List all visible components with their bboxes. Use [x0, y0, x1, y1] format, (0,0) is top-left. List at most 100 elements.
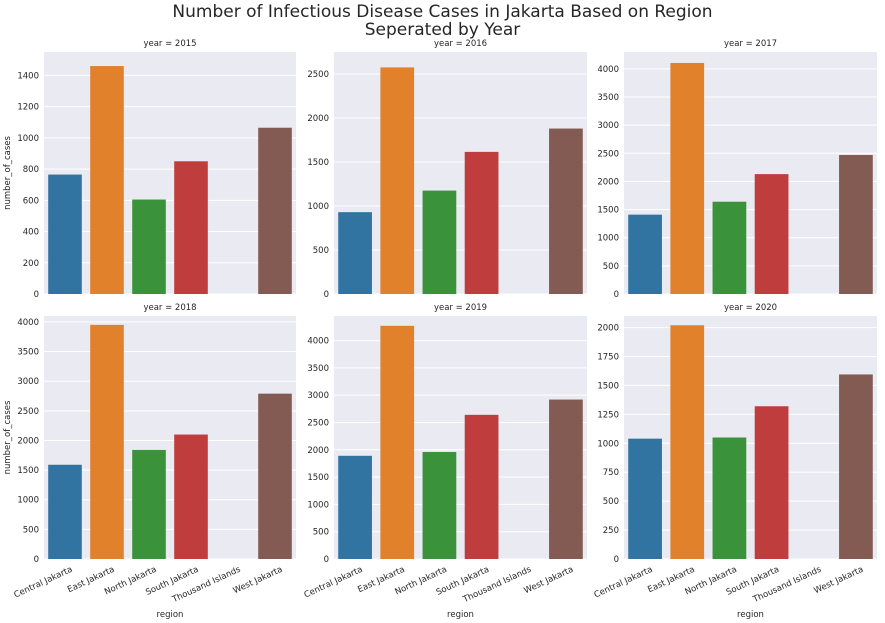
bar: [839, 374, 873, 559]
y-tick-label: 400: [23, 228, 39, 238]
y-tick-label: 2000: [597, 177, 619, 187]
bar: [754, 174, 789, 294]
facet-panel: 0 250 500 750 1000 1250 1500 1750 2000 year = 202…: [593, 303, 877, 620]
y-tick-label: 0: [614, 555, 619, 565]
bar: [464, 414, 499, 559]
plot-background: [624, 52, 877, 294]
y-tick-label: 0: [34, 555, 39, 565]
x-axis-label: region: [157, 610, 184, 620]
facet-title: year = 2018: [143, 303, 196, 313]
y-tick-label: 3500: [17, 348, 39, 358]
bar: [48, 174, 82, 294]
facet-panel: 0 200 400 600 800 1000 1200 1400 year = 2015 numb…: [3, 39, 296, 300]
y-tick-label: 1750: [597, 353, 619, 363]
y-tick-label: 3000: [307, 391, 329, 401]
y-tick-label: 250: [603, 526, 619, 536]
plot-background: [334, 316, 587, 559]
y-tick-label: 1000: [17, 496, 39, 506]
bar: [549, 399, 583, 559]
facet-panel: 0 500 1000 1500 2000 2500 3000 3500 4000 year = 2…: [3, 303, 296, 620]
y-tick-label: 600: [23, 196, 39, 206]
plot-background: [44, 52, 296, 294]
bar: [670, 62, 705, 294]
y-tick-label: 1000: [17, 134, 39, 144]
y-tick-label: 2500: [307, 70, 329, 80]
y-tick-label: 1000: [597, 234, 619, 244]
bar: [839, 154, 873, 294]
bar: [90, 324, 124, 559]
y-tick-label: 2000: [307, 446, 329, 456]
y-axis-label: number_of_cases: [3, 400, 13, 474]
bar: [670, 325, 705, 559]
x-axis-label: region: [447, 610, 474, 620]
bar: [258, 127, 292, 294]
y-tick-label: 3500: [597, 93, 619, 103]
y-tick-label: 1250: [597, 410, 619, 420]
y-axis-label: number_of_cases: [3, 136, 13, 210]
y-tick-label: 2500: [597, 149, 619, 159]
y-tick-label: 1200: [17, 103, 39, 113]
y-tick-label: 3000: [17, 377, 39, 387]
facet-title: year = 2016: [434, 39, 487, 49]
y-tick-label: 2000: [307, 114, 329, 124]
facet-title: year = 2017: [724, 39, 777, 49]
x-tick-label: Central Jakarta: [13, 565, 75, 601]
y-tick-label: 0: [324, 290, 329, 300]
bar: [380, 325, 415, 559]
facet-panel: 0 500 1000 1500 2000 2500 3000 3500 4000 year = 2…: [597, 39, 877, 300]
y-tick-label: 500: [313, 246, 329, 256]
y-tick-label: 500: [603, 497, 619, 507]
facet-panel: 0 500 1000 1500 2000 2500 year = 2016: [307, 39, 587, 300]
y-tick-label: 1500: [307, 158, 329, 168]
y-tick-label: 1000: [597, 439, 619, 449]
x-tick-label: Thousand Islands: [170, 564, 243, 605]
plot-background: [44, 316, 296, 559]
y-tick-label: 0: [614, 290, 619, 300]
y-tick-label: 4000: [17, 318, 39, 328]
y-tick-label: 750: [603, 468, 619, 478]
bar: [258, 393, 292, 559]
bar: [549, 128, 583, 294]
bar: [628, 214, 662, 294]
y-tick-label: 0: [324, 555, 329, 565]
facet-title: year = 2015: [143, 39, 196, 49]
bar: [712, 437, 747, 559]
bar: [628, 438, 662, 559]
bar: [90, 66, 124, 295]
y-tick-label: 4000: [597, 65, 619, 75]
bar: [48, 464, 82, 559]
y-tick-label: 500: [313, 528, 329, 538]
y-tick-label: 800: [23, 165, 39, 175]
bar: [380, 67, 415, 295]
chart-subtitle: Seperated by Year: [364, 20, 521, 40]
x-tick-label: Central Jakarta: [593, 565, 655, 601]
y-tick-label: 500: [603, 262, 619, 272]
bar: [754, 406, 789, 559]
y-tick-label: 2500: [17, 407, 39, 417]
bar: [422, 190, 457, 294]
bar: [132, 449, 166, 559]
y-tick-label: 4000: [307, 337, 329, 347]
plot-background: [334, 52, 587, 294]
y-tick-label: 2000: [17, 436, 39, 446]
y-tick-label: 2500: [307, 418, 329, 428]
facet-title: year = 2019: [434, 303, 487, 313]
bar: [422, 451, 457, 559]
y-tick-label: 2000: [597, 324, 619, 334]
bar: [712, 201, 747, 294]
bar: [174, 434, 208, 559]
y-tick-label: 1000: [307, 500, 329, 510]
y-tick-label: 500: [23, 525, 39, 535]
y-tick-label: 200: [23, 259, 39, 269]
facet-title: year = 2020: [724, 303, 777, 313]
facet-panel: 0 500 1000 1500 2000 2500 3000 3500 4000 year = 2…: [303, 303, 587, 620]
x-tick-label: Central Jakarta: [303, 565, 365, 601]
x-axis-label: region: [737, 610, 764, 620]
y-tick-label: 1400: [17, 71, 39, 81]
bar: [464, 151, 499, 294]
y-tick-label: 3000: [597, 121, 619, 131]
bar: [132, 199, 166, 294]
chart-title: Number of Infectious Disease Cases in Ja…: [172, 2, 713, 22]
y-tick-label: 1500: [307, 473, 329, 483]
